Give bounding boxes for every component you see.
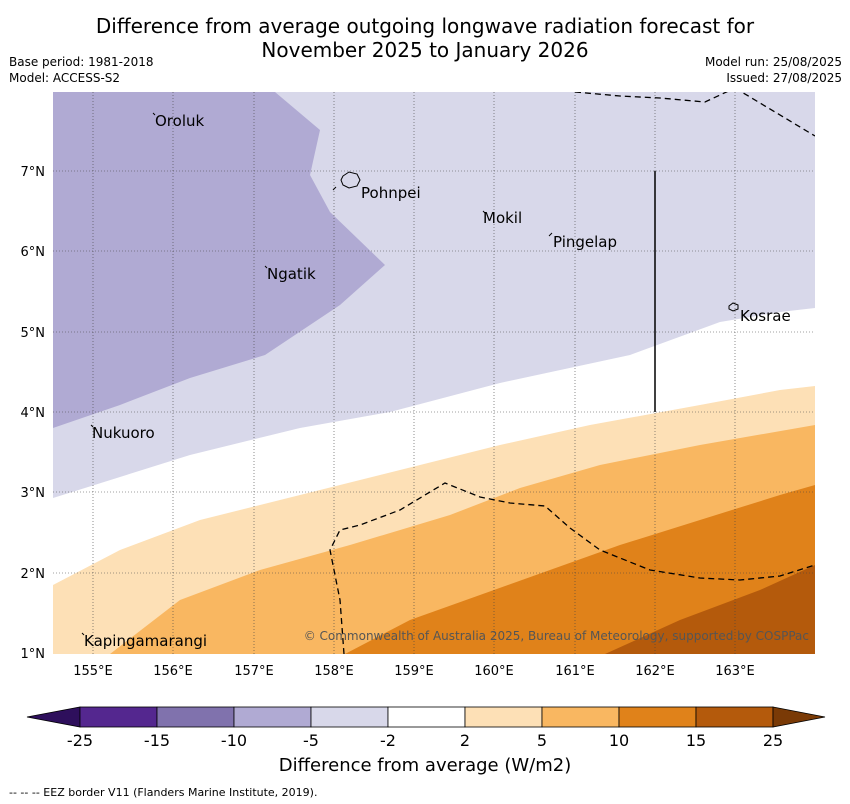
lon-tick-163: 163°E: [715, 664, 755, 679]
colorbar-segment-3: [233, 706, 312, 728]
cbar-label-4: -5: [303, 731, 319, 750]
colorbar-segment-2: [156, 706, 235, 728]
colorbar-arrow-low: [26, 706, 81, 728]
colorbar-segment-1: [79, 706, 158, 728]
cbar-label-7: 5: [537, 731, 547, 750]
pingelap-atoll: [548, 232, 553, 237]
map-area: Oroluk Pohnpei Mokil Pingelap Ngatik Kos…: [53, 92, 815, 654]
label-ngatik: Ngatik: [267, 265, 316, 283]
lon-tick-160: 160°E: [474, 664, 514, 679]
cbar-label-2: -15: [144, 731, 170, 750]
lat-tick-4: 4°N: [21, 406, 46, 421]
model-name: Model: ACCESS-S2: [9, 71, 121, 85]
eez-borders: [329, 92, 815, 654]
model-run: Model run: 25/08/2025: [704, 55, 842, 69]
copyright-notice: © Commonwealth of Australia 2025, Bureau…: [304, 629, 809, 643]
lat-tick-3: 3°N: [21, 486, 46, 501]
lon-tick-157: 157°E: [234, 664, 274, 679]
label-pingelap: Pingelap: [553, 233, 617, 251]
lon-tick-155: 155°E: [73, 664, 113, 679]
colorbar-segment-9: [695, 706, 774, 728]
map-title: Difference from average outgoing longwav…: [0, 14, 850, 62]
cbar-label-10: 25: [763, 731, 783, 750]
kapinga-atoll: [81, 632, 85, 636]
cbar-label-3: -10: [221, 731, 247, 750]
colorbar-segment-5: [387, 706, 466, 728]
lon-tick-161: 161°E: [555, 664, 595, 679]
kosrae-island: [728, 302, 739, 312]
colorbar-labels: -25 -15 -10 -5 -2 2 5 10 15 25: [67, 731, 783, 750]
band-15-25: [605, 565, 815, 654]
meta-left: Base period: 1981-2018 Model: ACCESS-S2: [9, 54, 154, 86]
label-kapingamarangi: Kapingamarangi: [84, 632, 207, 650]
label-mokil: Mokil: [483, 209, 522, 227]
band-10-15: [345, 485, 815, 654]
lon-tick-158: 158°E: [314, 664, 354, 679]
label-pohnpei: Pohnpei: [361, 184, 421, 202]
mokil-atoll: [482, 210, 486, 214]
base-period: Base period: 1981-2018: [9, 55, 154, 69]
title-line-1: Difference from average outgoing longwav…: [95, 14, 755, 38]
title-line-2: November 2025 to January 2026: [261, 38, 589, 62]
colorbar-segment-8: [618, 706, 697, 728]
label-nukuoro: Nukuoro: [92, 424, 155, 442]
label-kosrae: Kosrae: [740, 307, 791, 325]
lon-tick-159: 159°E: [394, 664, 434, 679]
colorbar-segment-4: [310, 706, 389, 728]
nukuoro-atoll: [90, 424, 94, 428]
issued-date: Issued: 27/08/2025: [726, 71, 842, 85]
gridlines: [53, 92, 815, 654]
lat-tick-5: 5°N: [21, 326, 46, 341]
band-minus10-minus5: [53, 92, 385, 428]
colorbar: -25 -15 -10 -5 -2 2 5 10 15 25: [26, 706, 826, 750]
cbar-label-8: 10: [609, 731, 629, 750]
cbar-label-6: 2: [460, 731, 470, 750]
lat-tick-6: 6°N: [21, 245, 46, 260]
oroluk-atoll: [152, 112, 156, 116]
eez-footnote: -- -- -- EEZ border V11 (Flanders Marine…: [9, 786, 318, 799]
lat-tick-2: 2°N: [21, 567, 46, 582]
cbar-label-5: -2: [380, 731, 396, 750]
lon-tick-156: 156°E: [153, 664, 193, 679]
colorbar-title: Difference from average (W/m2): [278, 755, 572, 776]
meta-right: Model run: 25/08/2025 Issued: 27/08/2025: [705, 54, 842, 86]
lat-tick-7: 7°N: [21, 165, 46, 180]
lat-axis: 7°N 6°N 5°N 4°N 3°N 2°N 1°N: [21, 165, 46, 662]
lat-tick-1: 1°N: [21, 647, 46, 662]
pohnpei-island: [340, 171, 361, 189]
ngatik-atoll: [264, 265, 268, 269]
colorbar-arrow-high: [772, 706, 826, 728]
label-oroluk: Oroluk: [155, 112, 204, 130]
cbar-label-9: 15: [686, 731, 706, 750]
pohnpei-islet: [332, 186, 337, 191]
cbar-label-1: -25: [67, 731, 93, 750]
lon-tick-162: 162°E: [635, 664, 675, 679]
colorbar-segment-7: [541, 706, 620, 728]
lon-axis: 155°E 156°E 157°E 158°E 159°E 160°E 161°…: [73, 664, 755, 679]
colorbar-segment-6: [464, 706, 543, 728]
